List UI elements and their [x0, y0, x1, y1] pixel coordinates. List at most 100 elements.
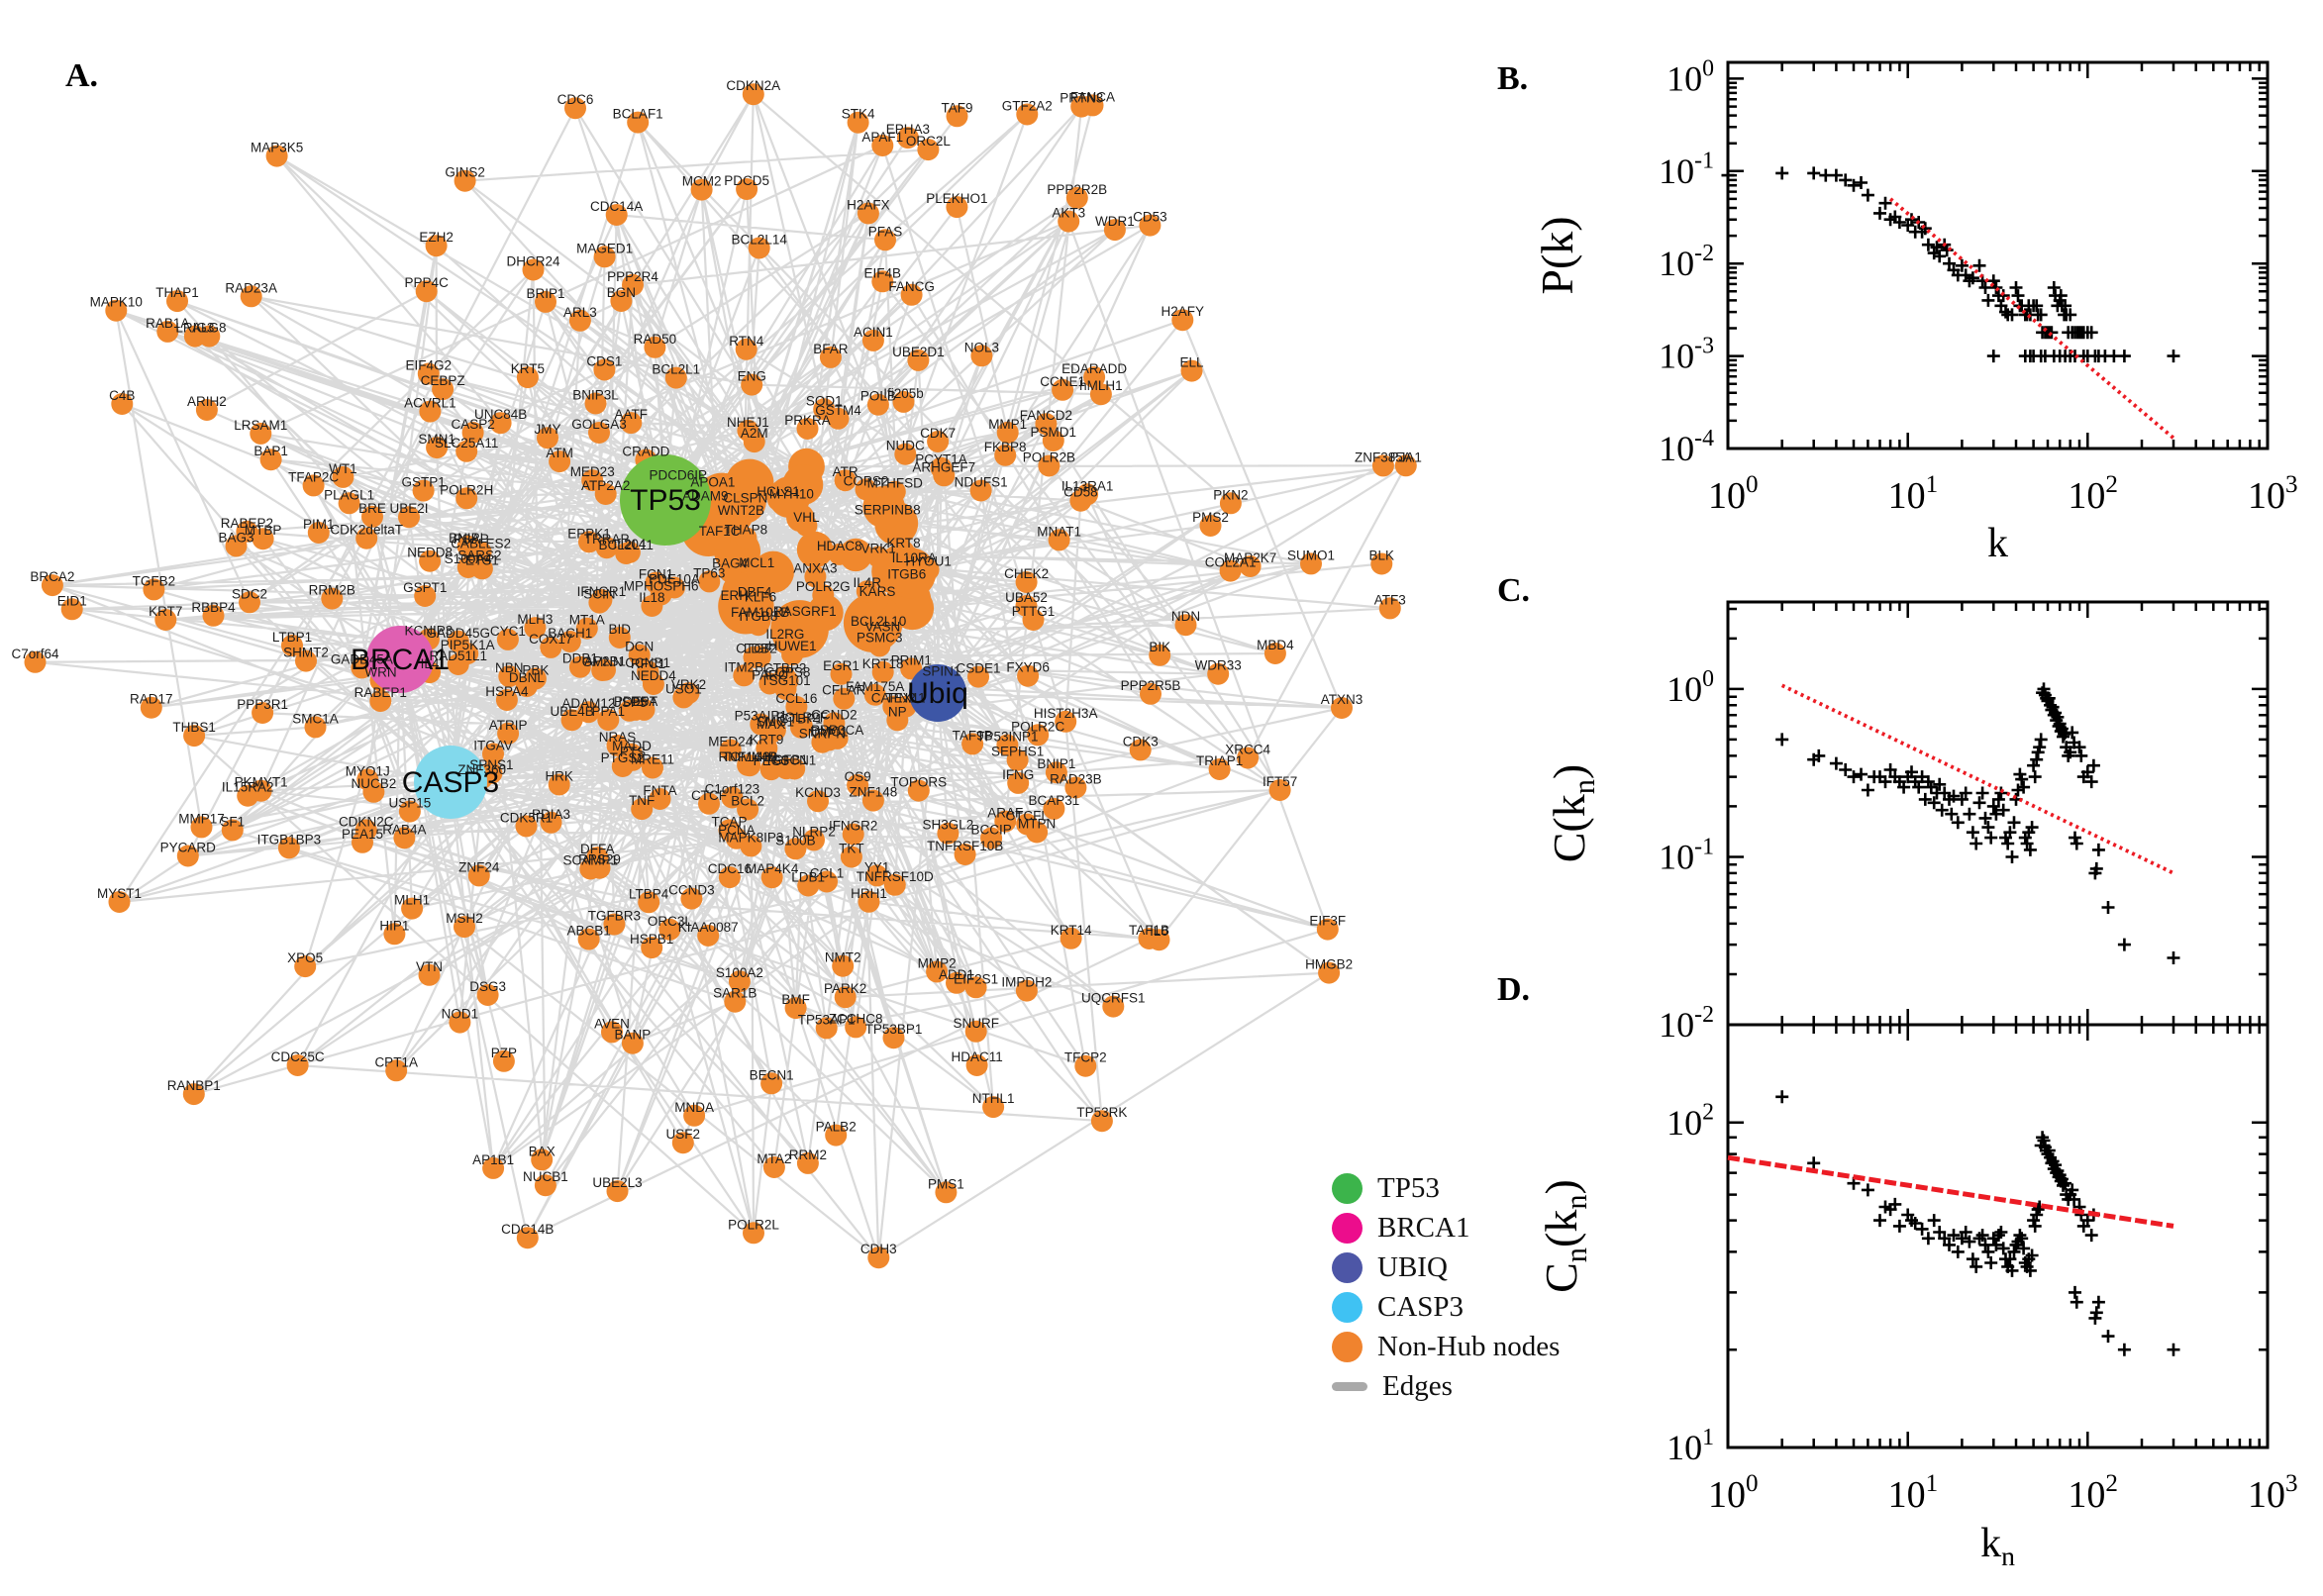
node-label: PFAS — [868, 224, 903, 239]
non-hub-node — [593, 358, 616, 381]
node-label: PARK2 — [824, 981, 866, 996]
non-hub-node — [237, 784, 259, 807]
non-hub-node — [690, 178, 713, 201]
non-hub-node — [803, 829, 825, 851]
x-tick-label: 100 — [1708, 1470, 1759, 1516]
node-label: KARS — [859, 584, 896, 599]
node-label: CCNB1 — [625, 655, 670, 670]
node-label: WDR33 — [1195, 658, 1242, 673]
node-label: MSH2 — [446, 911, 483, 926]
non-hub-node — [383, 923, 406, 946]
node-label: ZCCHC8 — [829, 1011, 883, 1026]
node-label: BRIP1 — [526, 286, 564, 301]
node-label: DHCR24 — [506, 254, 560, 269]
non-hub-node — [461, 422, 484, 444]
node-label: RNF144B — [718, 749, 776, 764]
node-label: CTGF — [736, 642, 772, 656]
non-hub-node — [615, 543, 638, 564]
non-hub-node — [41, 574, 63, 597]
node-label: TP53RK — [1076, 1105, 1127, 1120]
node-label: KRT8 — [886, 536, 920, 550]
node-label: BAG3 — [218, 530, 253, 545]
node-label: DMC1 — [810, 724, 848, 739]
node-label: WDR1 — [1095, 214, 1135, 229]
non-hub-node — [900, 283, 923, 306]
non-hub-node — [176, 845, 199, 867]
node-label: ERH — [720, 588, 749, 603]
non-hub-node — [865, 864, 888, 887]
node-label: BECN1 — [750, 1067, 794, 1082]
node-label: IL2RG — [765, 627, 804, 642]
non-hub-node — [1089, 383, 1112, 406]
non-hub-node — [588, 856, 611, 879]
node-label: MAX — [757, 717, 785, 732]
non-hub-node — [828, 543, 851, 565]
x-tick-label: 101 — [1888, 1470, 1939, 1516]
non-hub-node — [664, 366, 687, 389]
non-hub-node — [577, 701, 600, 724]
non-hub-node — [723, 592, 746, 615]
non-hub-node — [482, 743, 504, 765]
node-label: TP63 — [693, 565, 725, 580]
node-label: CDC25C — [271, 1049, 325, 1064]
non-hub-node — [876, 507, 899, 530]
node-label: MTPN — [1018, 817, 1056, 832]
node-label: CCNE1 — [1040, 374, 1085, 389]
non-hub-node — [1016, 103, 1039, 126]
non-hub-node — [907, 779, 930, 802]
node-label: PDCD6IP — [649, 468, 707, 483]
non-hub-node — [419, 549, 442, 572]
node-label: IFNGR1 — [577, 584, 627, 599]
non-hub-node — [294, 955, 317, 978]
node-label: CASP2 — [451, 417, 494, 432]
non-hub-node — [1199, 515, 1222, 537]
non-hub-node — [719, 739, 742, 761]
node-label: MAP3K5 — [251, 141, 303, 155]
non-hub-node — [252, 528, 274, 550]
node-label: RAD51L1 — [430, 648, 488, 663]
non-hub-node — [796, 531, 834, 568]
node-label: BCL2L14 — [732, 233, 788, 248]
node-label: SHMT2 — [283, 646, 329, 660]
non-hub-node — [496, 628, 519, 650]
node-label: AKT3 — [1052, 206, 1085, 221]
node-label: RAB4A — [382, 822, 426, 837]
non-hub-node — [456, 535, 479, 557]
node-label: VTN — [416, 959, 443, 974]
non-hub-node — [737, 798, 759, 821]
node-label: PSAP — [454, 532, 489, 547]
non-hub-node — [680, 887, 703, 910]
non-hub-node — [558, 631, 581, 652]
y-axis-label: C(kn) — [1544, 764, 1601, 863]
node-label: MTBP — [245, 523, 282, 538]
node-label: ITGAV — [473, 738, 513, 752]
non-hub-node — [495, 689, 518, 711]
non-hub-node — [644, 336, 666, 358]
non-hub-node — [982, 1096, 1005, 1119]
non-hub-node — [225, 535, 248, 557]
non-hub-node — [1268, 779, 1291, 801]
node-label: Ifi204 — [613, 537, 647, 551]
non-hub-node — [736, 178, 758, 200]
non-hub-node — [861, 329, 884, 351]
node-label: POLR2B — [1023, 450, 1075, 465]
non-hub-node — [793, 609, 816, 632]
y-axis-label: P(k) — [1532, 216, 1582, 294]
non-hub-node — [649, 788, 671, 810]
node-label: CDS1 — [586, 354, 622, 369]
node-label: KRT5 — [511, 361, 545, 376]
non-hub-node — [584, 392, 607, 415]
node-label: MCL1 — [739, 555, 774, 570]
non-hub-node — [1378, 597, 1401, 620]
node-label: COX17 — [529, 632, 572, 647]
node-label: ARIH2 — [187, 394, 227, 409]
non-hub-node — [907, 349, 930, 371]
node-label: WRN — [364, 665, 396, 680]
non-hub-node — [398, 800, 421, 823]
node-label: RTN4 — [729, 334, 764, 349]
non-hub-node — [642, 756, 663, 779]
non-hub-node — [813, 398, 836, 421]
node-label: SCIN — [583, 587, 615, 602]
node-label: BFAR — [813, 342, 849, 356]
node-label: PDE5A — [614, 694, 657, 709]
